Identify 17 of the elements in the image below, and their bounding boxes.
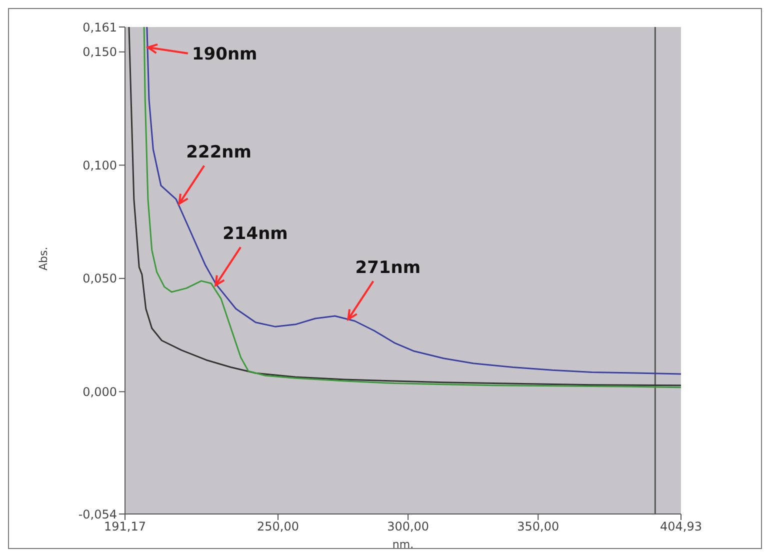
x-tick-label: 404,93 (660, 520, 702, 534)
y-tick-label: 0,000 (82, 384, 117, 399)
annotation: 271nm (355, 258, 421, 278)
annotation: 214nm (222, 224, 288, 244)
x-tick-label: 250,00 (257, 520, 300, 534)
y-tick-label: 0,161 (82, 20, 117, 34)
x-axis-title: nm. (392, 538, 414, 551)
y-tick-label: 0,050 (82, 272, 117, 286)
x-tick-label: 191,17 (104, 520, 146, 534)
y-tick-label: 0,150 (82, 45, 117, 60)
y-tick-label: -0,054 (78, 507, 117, 522)
y-axis-title: Abs. (36, 246, 50, 270)
annotation: 190nm (192, 44, 258, 64)
x-tick-label: 300,00 (387, 520, 430, 534)
x-tick-label: 350,00 (517, 520, 560, 534)
y-tick-label: 0,100 (82, 158, 117, 172)
annotation: 222nm (186, 142, 252, 163)
